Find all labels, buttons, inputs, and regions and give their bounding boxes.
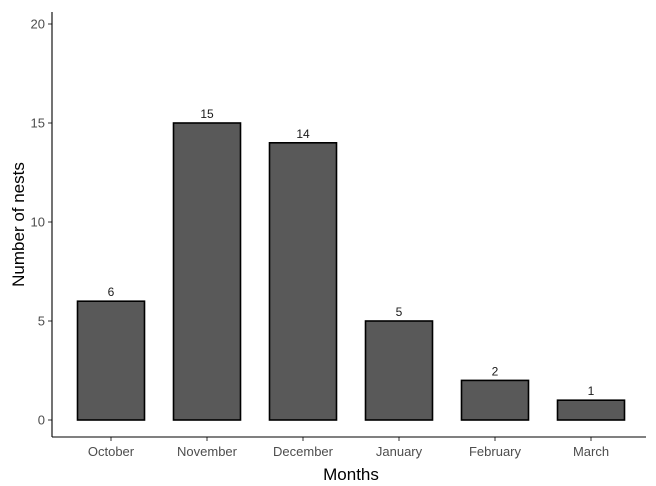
bar-november	[172, 122, 242, 421]
x-tick-label: November	[177, 444, 238, 459]
bar-january	[364, 320, 434, 421]
bar-data-label: 15	[200, 107, 214, 121]
bar-october	[76, 300, 146, 421]
bar-data-labels: 6 15 14 5 2 1	[108, 107, 595, 398]
x-tick-label: October	[88, 444, 135, 459]
y-axis-ticks: 0 5 10 15 20	[31, 17, 52, 428]
bar-data-label: 1	[588, 384, 595, 398]
x-tick-label: December	[273, 444, 334, 459]
x-tick-label: January	[376, 444, 423, 459]
bar-data-label: 5	[396, 305, 403, 319]
plot-area: 0 5 10 15 20 6 15 14 5 2 1 October November Decembe…	[31, 12, 646, 459]
x-axis-ticks: October November December January February Ma…	[88, 437, 609, 459]
y-tick-label: 10	[31, 215, 45, 230]
bar-february	[460, 379, 530, 421]
y-tick-label: 5	[38, 314, 45, 329]
y-axis-title: Number of nests	[9, 162, 28, 287]
bar-data-label: 2	[492, 364, 499, 378]
y-tick-label: 0	[38, 413, 45, 428]
y-tick-label: 15	[31, 116, 45, 131]
x-tick-label: February	[469, 444, 522, 459]
bars	[76, 122, 626, 421]
bar-data-label: 6	[108, 285, 115, 299]
bar-december	[268, 142, 338, 421]
x-axis-title: Months	[323, 465, 379, 484]
x-tick-label: March	[573, 444, 609, 459]
y-tick-label: 20	[31, 17, 45, 32]
bar-march	[556, 399, 626, 421]
bar-data-label: 14	[296, 127, 310, 141]
